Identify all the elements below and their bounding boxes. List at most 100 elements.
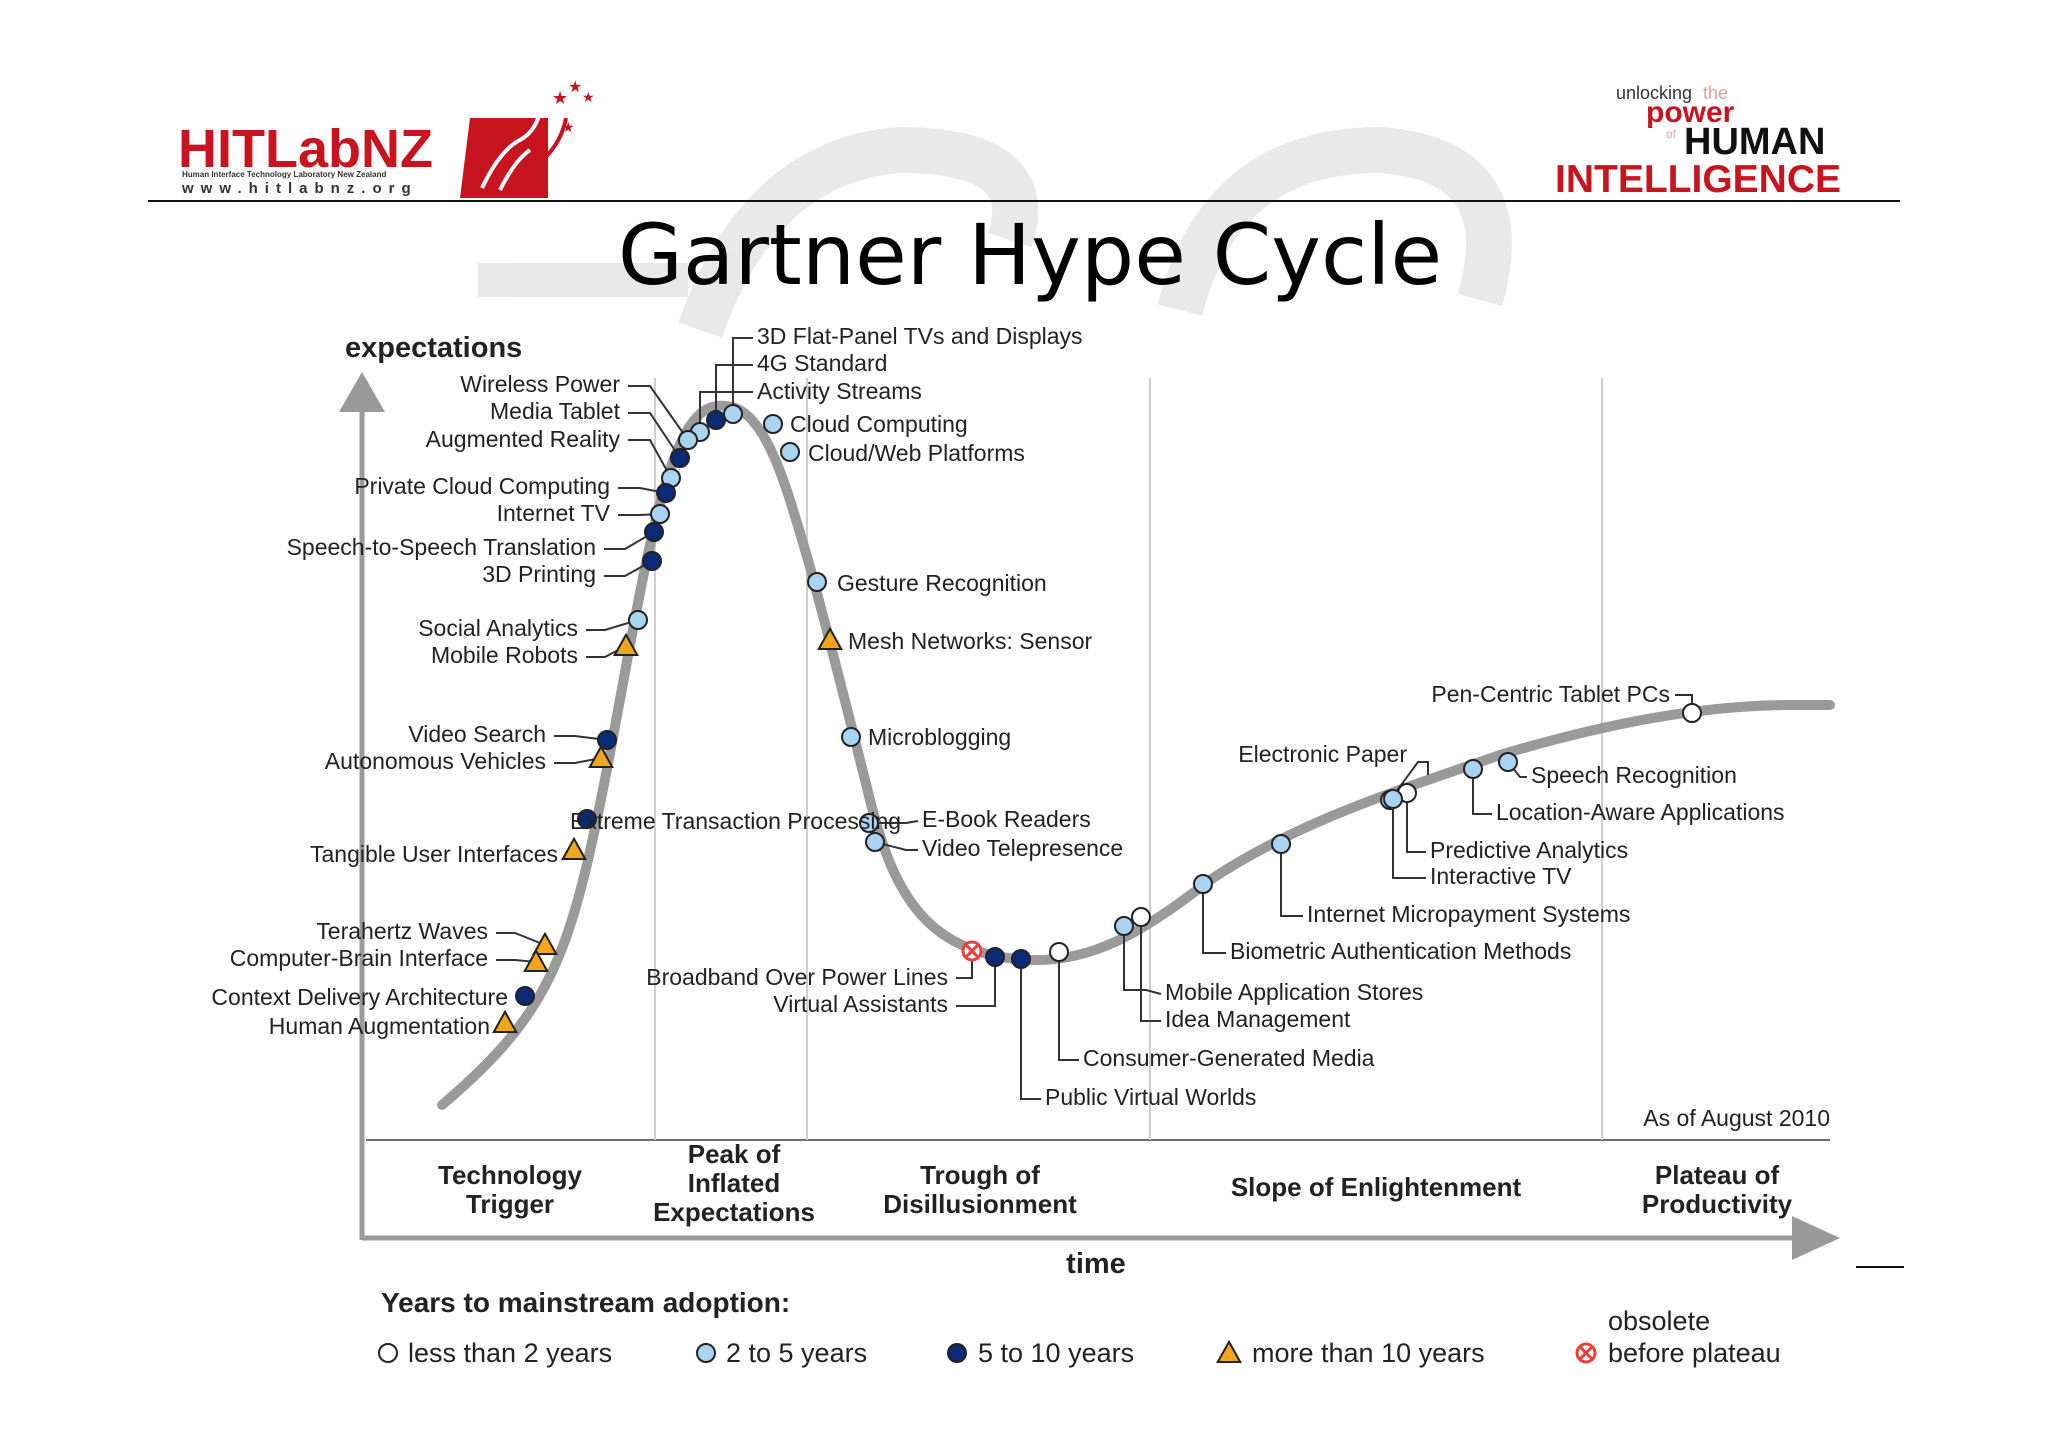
legend-2to5-marker bbox=[696, 1343, 716, 1363]
public-virtual-worlds-marker bbox=[1011, 949, 1031, 969]
video-search-leader bbox=[554, 735, 608, 741]
location-aware-applications-marker bbox=[1463, 759, 1483, 779]
terahertz-waves-label: Terahertz Waves bbox=[316, 918, 488, 944]
phase-slope-label: Slope of Enlightenment bbox=[1231, 1172, 1522, 1202]
legend-title: Years to mainstream adoption: bbox=[381, 1287, 790, 1318]
legend-lt2-label: less than 2 years bbox=[408, 1338, 612, 1368]
mobile-robots-marker bbox=[613, 632, 639, 656]
predictive-analytics-label: Predictive Analytics bbox=[1430, 837, 1628, 863]
phase-plateau-label: Plateau of Productivity bbox=[1642, 1160, 1793, 1219]
context-delivery-architecture-marker bbox=[515, 986, 535, 1006]
slide-title: Gartner Hype Cycle bbox=[618, 206, 1442, 304]
internet-micropayment-systems-label: Internet Micropayment Systems bbox=[1307, 901, 1630, 927]
star-icon: ★ bbox=[582, 89, 595, 105]
wireless-power-marker bbox=[678, 430, 698, 450]
y-axis-arrow bbox=[339, 372, 385, 412]
leader-lines bbox=[496, 337, 1693, 1100]
context-delivery-architecture-label: Context Delivery Architecture bbox=[211, 984, 508, 1010]
legend-gt10-marker bbox=[1216, 1339, 1242, 1363]
logo-url-text: www.hitlabnz.org bbox=[181, 180, 418, 197]
wireless-power-leader bbox=[628, 385, 689, 441]
tangible-user-interfaces-label: Tangible User Interfaces bbox=[310, 841, 558, 867]
logo-main-text: HITLabNZ bbox=[178, 119, 433, 179]
video-search-marker bbox=[597, 730, 617, 750]
virtual-assistants-label: Virtual Assistants bbox=[773, 991, 948, 1017]
human-augmentation-marker bbox=[492, 1009, 518, 1033]
e-book-readers-label: E-Book Readers bbox=[922, 806, 1091, 832]
tagline-intelligence: INTELLIGENCE bbox=[1555, 158, 1841, 201]
gesture-recognition-marker bbox=[807, 572, 827, 592]
private-cloud-computing-marker bbox=[656, 483, 676, 503]
interactive-tv-label: Interactive TV bbox=[1430, 863, 1572, 889]
legend-5to10-label: 5 to 10 years bbox=[978, 1338, 1134, 1368]
consumer-generated-media-leader bbox=[1058, 952, 1079, 1061]
video-telepresence-leader bbox=[874, 841, 918, 851]
speech-to-speech-translation-label: Speech-to-Speech Translation bbox=[287, 534, 596, 560]
y-axis-label: expectations bbox=[345, 332, 522, 364]
speech-recognition-marker bbox=[1498, 752, 1518, 772]
broadband-over-power-lines-label: Broadband Over Power Lines bbox=[646, 964, 948, 990]
mobile-application-stores-label: Mobile Application Stores bbox=[1165, 979, 1423, 1005]
tagline-of: of bbox=[1666, 127, 1677, 141]
logo-sub-text: Human Interface Technology Laboratory Ne… bbox=[182, 170, 386, 179]
gesture-recognition-label: Gesture Recognition bbox=[837, 570, 1047, 596]
media-tablet-label: Media Tablet bbox=[490, 398, 621, 424]
media-tablet-leader bbox=[628, 412, 681, 459]
technology-markers bbox=[492, 404, 1702, 1033]
4g-standard-label: 4G Standard bbox=[757, 350, 887, 376]
phase-trigger-label: Technology Trigger bbox=[438, 1160, 583, 1219]
cloud-web-platforms-marker bbox=[780, 442, 800, 462]
mesh-networks-sensor-marker bbox=[817, 626, 843, 650]
social-analytics-marker bbox=[628, 610, 648, 630]
e-book-readers-marker bbox=[859, 813, 879, 833]
internet-tv-marker bbox=[650, 504, 670, 524]
interactive-tv-leader bbox=[1392, 799, 1426, 879]
wireless-power-label: Wireless Power bbox=[460, 371, 620, 397]
social-analytics-leader bbox=[586, 619, 639, 631]
internet-micropayment-systems-leader bbox=[1280, 844, 1303, 917]
biometric-authentication-methods-marker bbox=[1193, 874, 1213, 894]
x-axis-label: time bbox=[1066, 1248, 1126, 1280]
phase-peak-label: Peak of Inflated Expectations bbox=[653, 1139, 815, 1227]
mobile-application-stores-leader bbox=[1123, 926, 1162, 995]
extreme-transaction-processing-marker bbox=[577, 809, 597, 829]
3d-printing-marker bbox=[642, 551, 662, 571]
4g-standard-leader bbox=[715, 364, 753, 420]
phase-labels: Technology Trigger Peak of Inflated Expectat… bbox=[438, 1139, 1793, 1227]
video-search-label: Video Search bbox=[408, 721, 546, 747]
star-icon: ★ bbox=[552, 88, 568, 108]
activity-streams-label: Activity Streams bbox=[757, 378, 922, 404]
microblogging-label: Microblogging bbox=[868, 724, 1011, 750]
hype-curve bbox=[437, 400, 1835, 1110]
video-telepresence-label: Video Telepresence bbox=[922, 835, 1123, 861]
computer-brain-interface-marker bbox=[523, 948, 549, 972]
computer-brain-interface-label: Computer-Brain Interface bbox=[230, 945, 488, 971]
as-of-date: As of August 2010 bbox=[1643, 1105, 1830, 1131]
phase-trough-label: Trough of Disillusionment bbox=[883, 1160, 1077, 1219]
tagline-logo: unlocking the power of HUMAN INTELLIGENC… bbox=[1555, 83, 1841, 201]
legend-5to10-marker bbox=[947, 1343, 967, 1363]
speech-to-speech-translation-leader bbox=[604, 531, 655, 550]
activity-streams-leader bbox=[699, 391, 753, 432]
tagline-power: power bbox=[1646, 96, 1735, 129]
microblogging-marker bbox=[841, 727, 861, 747]
video-telepresence-marker bbox=[865, 832, 885, 852]
location-aware-applications-leader bbox=[1472, 769, 1492, 815]
predictive-analytics-leader bbox=[1406, 793, 1426, 853]
speech-recognition-label: Speech Recognition bbox=[1531, 762, 1737, 788]
private-cloud-computing-label: Private Cloud Computing bbox=[354, 473, 610, 499]
mesh-networks-sensor-label: Mesh Networks: Sensor bbox=[848, 628, 1092, 654]
cloud-web-platforms-label: Cloud/Web Platforms bbox=[808, 440, 1025, 466]
legend-obsolete-label-2: before plateau bbox=[1608, 1338, 1781, 1368]
public-virtual-worlds-leader bbox=[1020, 959, 1041, 1100]
biometric-authentication-methods-leader bbox=[1202, 884, 1226, 954]
autonomous-vehicles-marker bbox=[588, 744, 614, 768]
star-icon: ★ bbox=[568, 79, 582, 96]
legend-obsolete-label: obsolete bbox=[1608, 1306, 1710, 1336]
tagline-unlocking: unlocking bbox=[1616, 83, 1692, 103]
e-book-readers-leader bbox=[869, 820, 919, 824]
3d-printing-leader bbox=[604, 560, 653, 577]
autonomous-vehicles-leader bbox=[554, 757, 602, 764]
